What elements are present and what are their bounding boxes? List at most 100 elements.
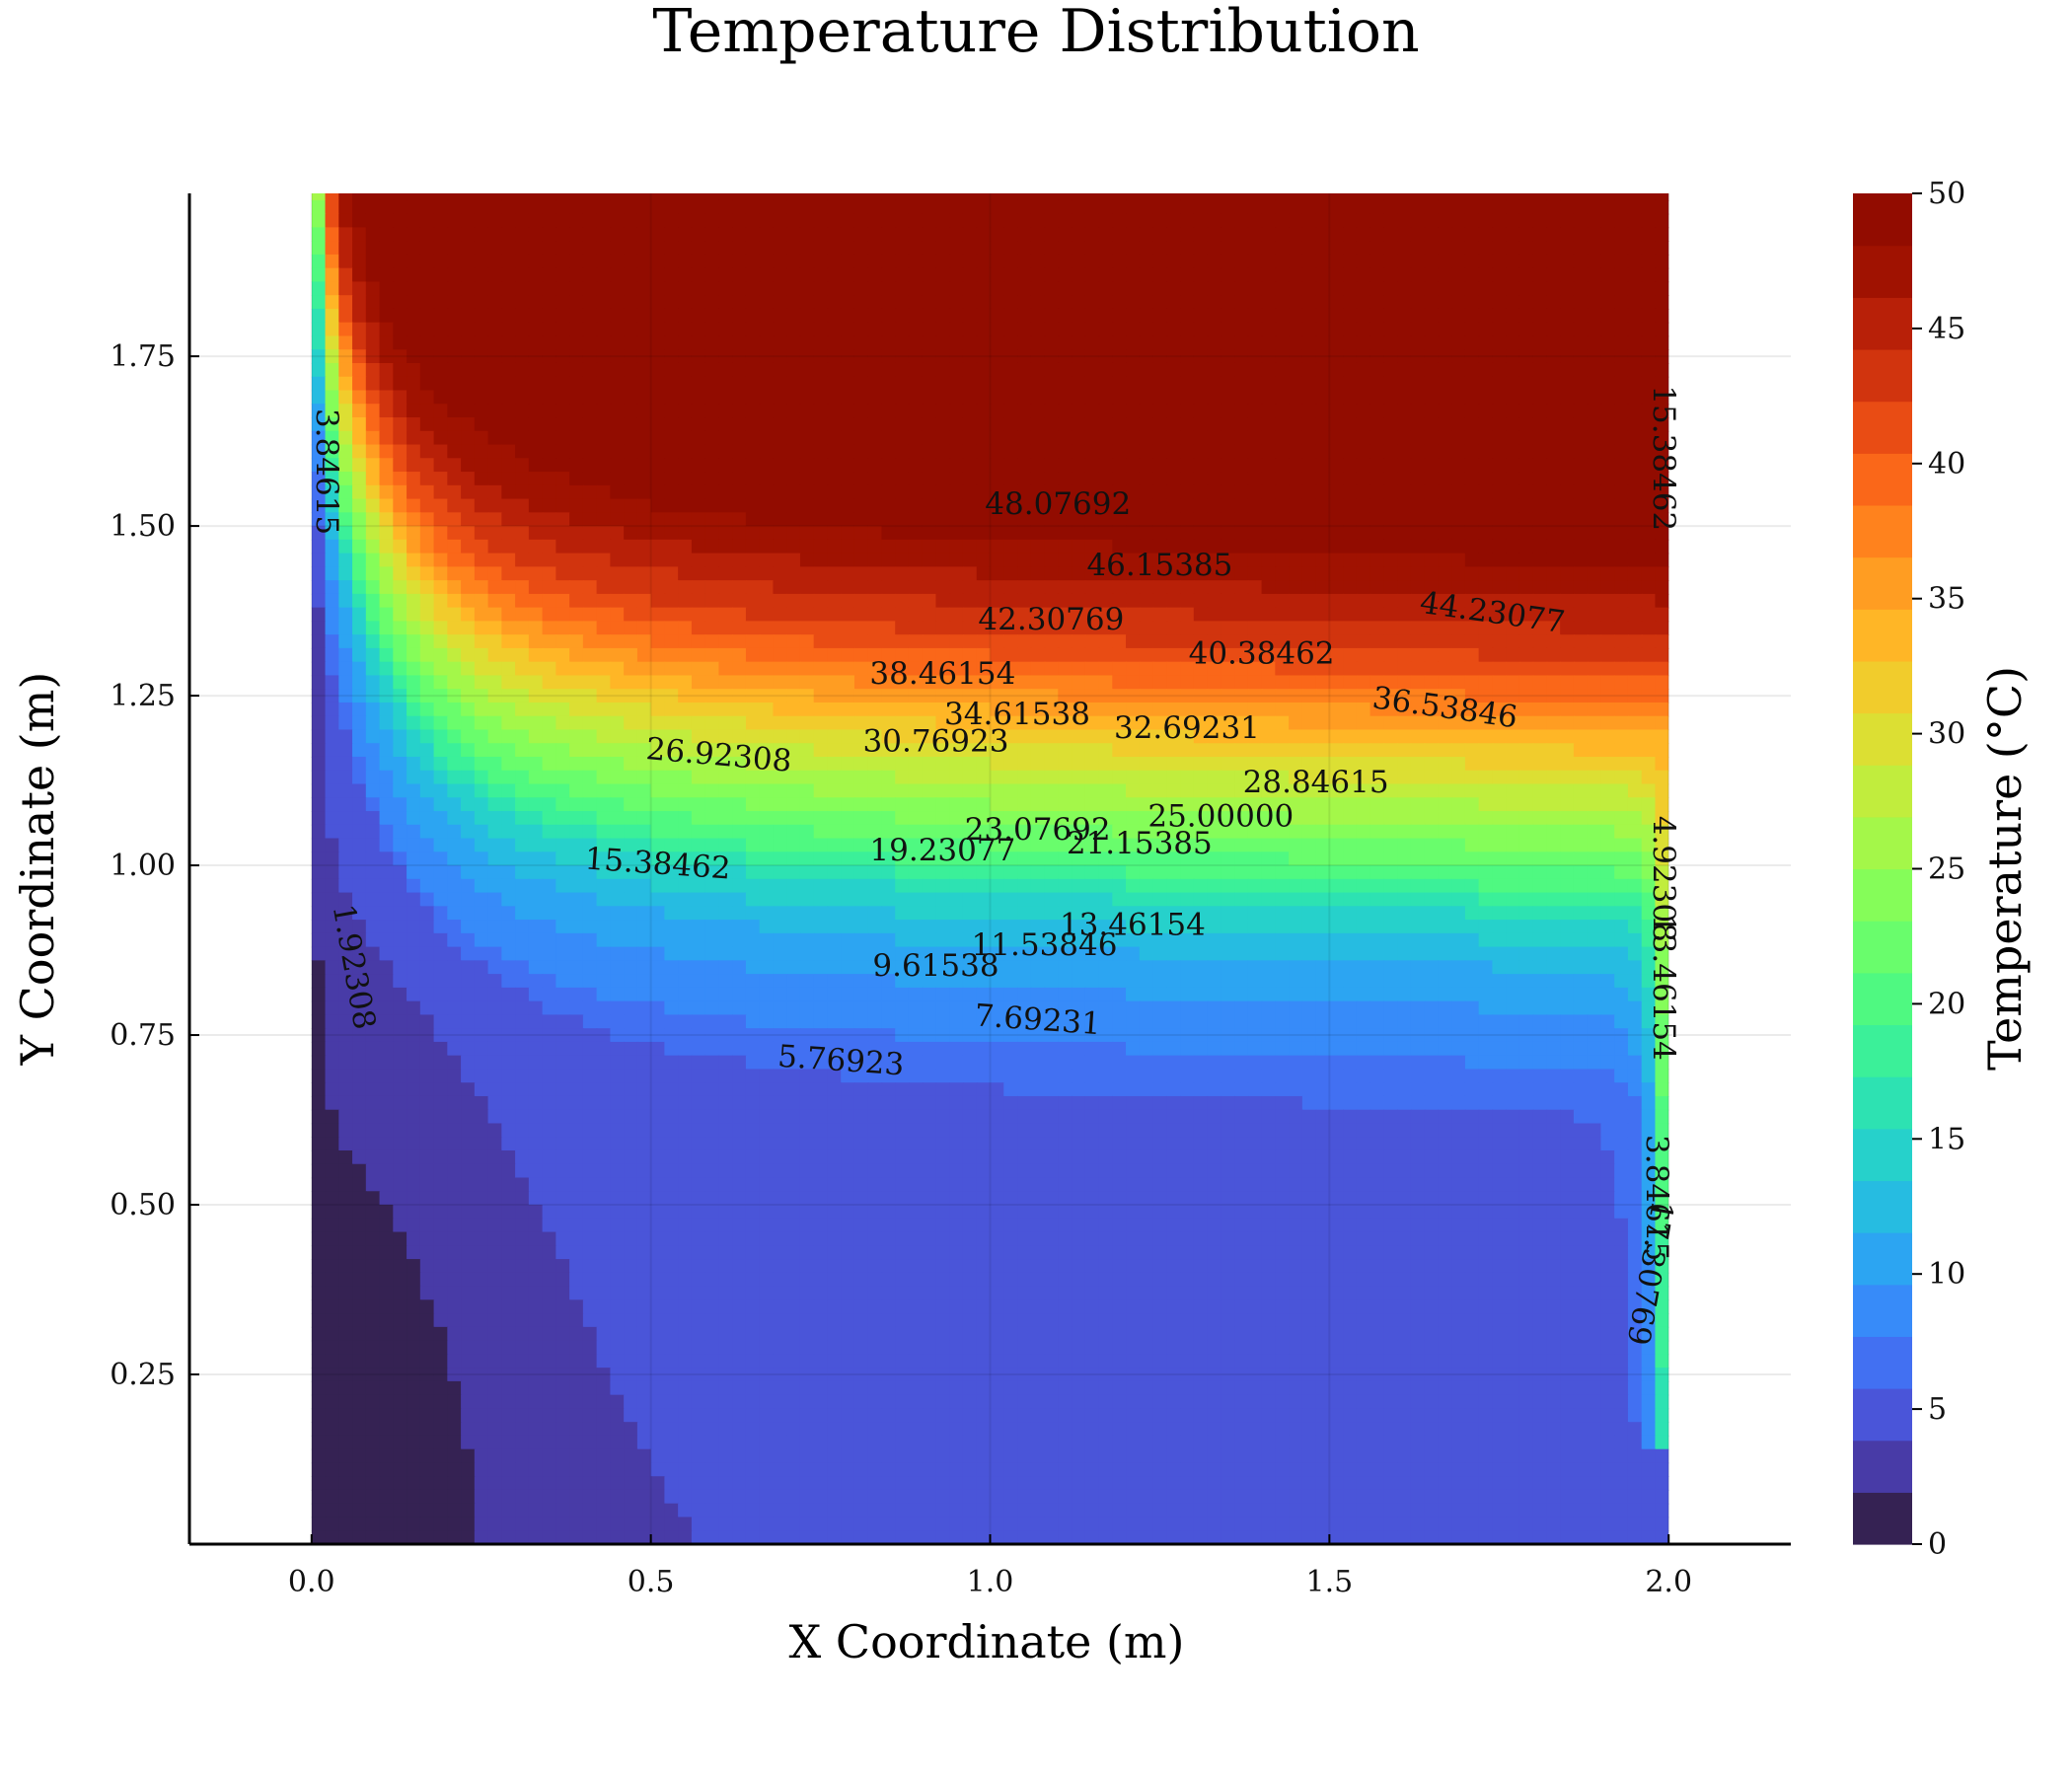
contour-cell <box>1587 566 1602 581</box>
contour-cell <box>474 199 489 215</box>
contour-cell <box>691 349 706 364</box>
contour-cell <box>1084 444 1100 460</box>
contour-cell <box>827 566 842 581</box>
contour-cell <box>1397 349 1412 364</box>
contour-cell <box>691 390 706 406</box>
contour-cell <box>1289 702 1303 717</box>
contour-cell <box>990 675 1005 690</box>
contour-cell <box>1301 430 1317 446</box>
contour-cell <box>962 213 978 229</box>
contour-cell <box>1112 444 1127 460</box>
contour-cell <box>1044 322 1060 337</box>
contour-cell <box>935 267 951 283</box>
contour-cell <box>1044 838 1060 853</box>
contour-cell <box>1275 227 1290 242</box>
contour-cell <box>1234 566 1249 581</box>
contour-cell <box>1518 811 1534 826</box>
contour-cell <box>1126 335 1141 351</box>
contour-cell <box>1560 335 1575 351</box>
contour-cell <box>1397 689 1412 703</box>
contour-cell <box>1478 254 1494 269</box>
contour-cell <box>704 783 720 799</box>
contour-cell <box>962 580 978 595</box>
contour-cell <box>1438 267 1452 283</box>
contour-cell <box>1438 756 1452 772</box>
contour-cell <box>1017 566 1032 581</box>
contour-cell <box>976 498 992 514</box>
contour-cell <box>419 335 435 351</box>
contour-cell <box>610 417 625 432</box>
contour-cell <box>555 512 570 527</box>
contour-cell <box>1397 444 1412 460</box>
contour-cell <box>881 267 897 283</box>
contour-cell <box>786 851 801 866</box>
contour-cell <box>542 498 557 514</box>
contour-cell <box>1560 254 1575 269</box>
contour-cell <box>650 322 666 337</box>
contour-cell <box>1546 199 1561 215</box>
contour-cell <box>311 621 327 635</box>
contour-cell <box>352 702 367 717</box>
contour-cell <box>487 729 503 745</box>
contour-cell <box>1383 783 1398 799</box>
contour-cell <box>407 647 421 663</box>
contour-cell <box>990 362 1005 378</box>
contour-cell <box>841 472 855 486</box>
contour-cell <box>1506 566 1520 581</box>
contour-cell <box>379 675 395 690</box>
contour-cell <box>433 838 449 853</box>
contour-cell <box>487 553 503 568</box>
contour-cell <box>1627 430 1643 446</box>
contour-cell <box>1627 472 1643 486</box>
contour-cell <box>718 295 733 310</box>
contour-cell <box>1289 743 1303 758</box>
contour-cell <box>704 281 720 296</box>
contour-cell <box>1532 213 1548 229</box>
contour-cell <box>555 267 570 283</box>
contour-cell <box>1329 566 1344 581</box>
contour-cell <box>1627 634 1643 649</box>
contour-cell <box>1438 417 1452 432</box>
contour-cell <box>867 770 883 785</box>
contour-cell <box>1126 811 1141 826</box>
contour-cell <box>365 362 381 378</box>
contour-cell <box>1030 308 1046 324</box>
contour-cell <box>841 227 855 242</box>
contour-cell <box>1180 797 1195 812</box>
contour-cell <box>1301 417 1317 432</box>
contour-cell <box>1003 498 1018 514</box>
contour-cell <box>1275 308 1290 324</box>
contour-cell <box>1261 308 1277 324</box>
contour-cell <box>1289 770 1303 785</box>
contour-cell <box>1329 512 1344 527</box>
contour-cell <box>582 756 598 772</box>
contour-cell <box>1126 281 1141 296</box>
contour-cell <box>773 472 787 486</box>
contour-cell <box>1058 824 1073 840</box>
contour-cell <box>338 362 353 378</box>
contour-cell <box>732 647 747 663</box>
contour-cell <box>773 824 787 840</box>
contour-cell <box>895 254 910 269</box>
contour-cell <box>1003 729 1018 745</box>
contour-cell <box>1315 472 1331 486</box>
contour-cell <box>1369 193 1385 201</box>
contour-cell <box>542 362 557 378</box>
contour-cell <box>922 349 937 364</box>
contour-cell <box>610 661 625 677</box>
contour-cell <box>610 390 625 406</box>
contour-cell <box>1058 362 1073 378</box>
contour-cell <box>447 213 462 229</box>
contour-cell <box>379 227 395 242</box>
contour-cell <box>1126 661 1141 677</box>
contour-cell <box>895 362 910 378</box>
contour-cell <box>338 295 353 310</box>
contour-cell <box>1451 308 1466 324</box>
contour-cell <box>881 770 897 785</box>
contour-cell <box>1532 376 1548 392</box>
contour-cell <box>759 458 775 473</box>
contour-cell <box>813 634 829 649</box>
contour-cell <box>1315 647 1331 663</box>
contour-cell <box>1112 281 1127 296</box>
contour-cell <box>799 484 815 500</box>
